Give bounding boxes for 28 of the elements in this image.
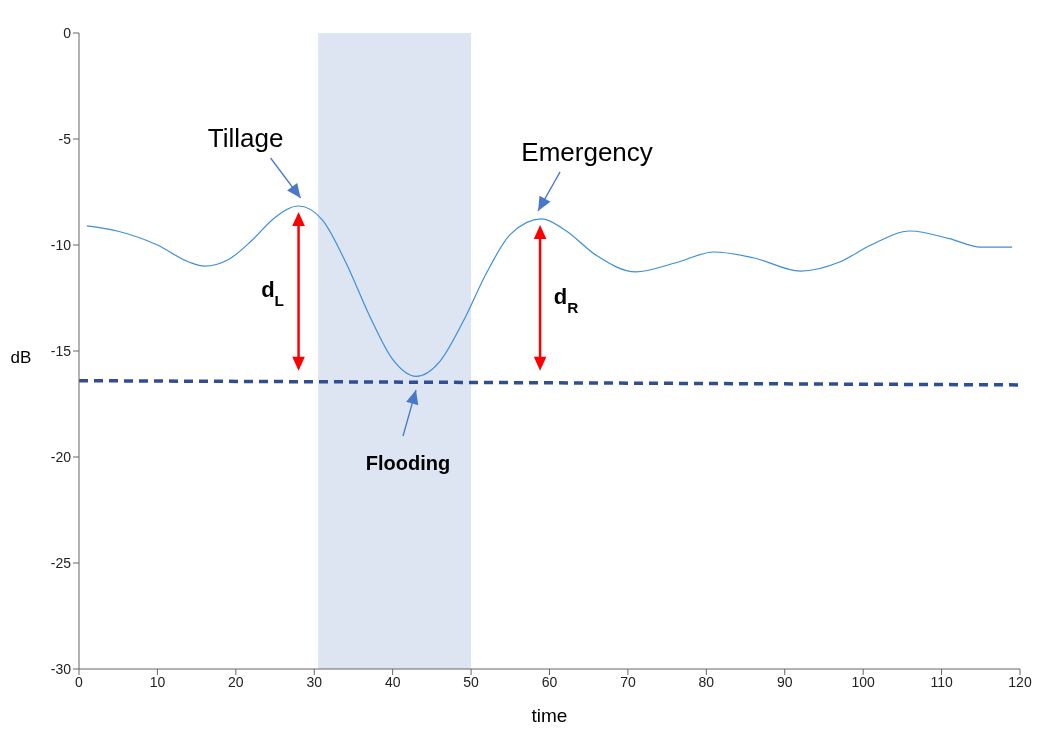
- annotation: d$_{R}$: [553, 283, 579, 316]
- x-tick-label: 50: [463, 673, 480, 690]
- y-tick-label: -5: [58, 130, 72, 147]
- x-tick-label: 60: [541, 673, 558, 690]
- x-tick-label: 10: [149, 673, 166, 690]
- y-tick-label: -30: [50, 660, 72, 677]
- x-tick-label: 20: [228, 673, 244, 690]
- x-tick-label: 70: [620, 673, 636, 690]
- x-tick-label: 40: [384, 673, 401, 690]
- y-tick-label: -20: [50, 448, 72, 465]
- x-tick-label: 100: [851, 673, 876, 690]
- y-tick-label: -10: [50, 236, 72, 253]
- line-series: [86, 205, 1013, 378]
- x-tick-label: 80: [698, 673, 715, 690]
- x-tick-label: 0: [75, 673, 84, 690]
- annotation: Emergency: [521, 137, 653, 168]
- x-tick-label: 30: [306, 673, 323, 690]
- x-tick-label: 120: [1008, 673, 1032, 690]
- y-tick-label: -25: [50, 554, 72, 571]
- y-tick-label: 0: [63, 24, 72, 41]
- y-tick-label: -15: [50, 342, 72, 359]
- annotation: Flooding: [365, 452, 451, 474]
- annotation: Tillage: [207, 123, 284, 154]
- y-axis-title: dB: [10, 348, 32, 367]
- annotation: d$_{L}$: [261, 277, 284, 309]
- x-tick-label: 90: [776, 673, 793, 690]
- x-tick-label: 110: [930, 673, 953, 690]
- x-axis-title: time: [531, 705, 568, 726]
